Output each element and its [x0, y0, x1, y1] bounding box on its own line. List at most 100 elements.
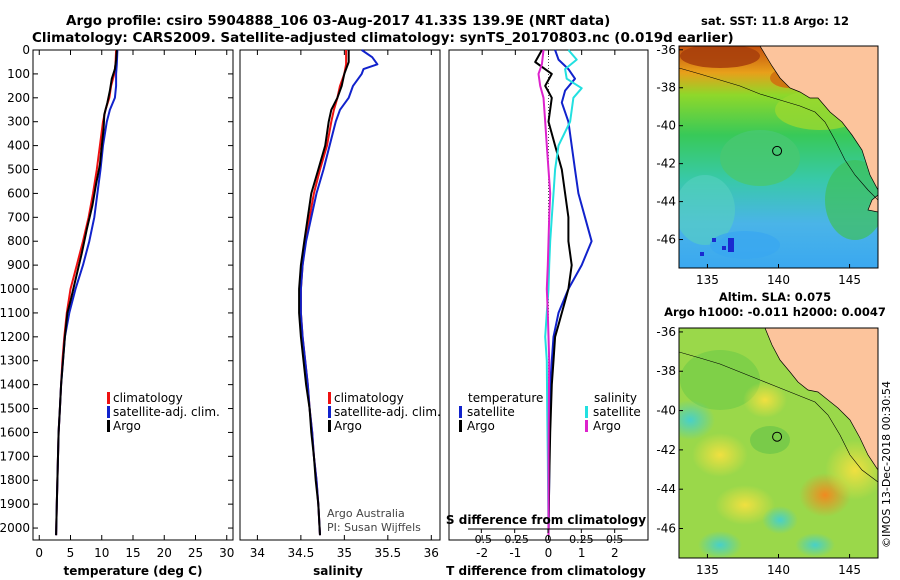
map-x-tick-label: 145: [838, 563, 861, 577]
temperature-xlabel: temperature (deg C): [64, 564, 203, 578]
legend-label-t-satellite: satellite: [467, 405, 515, 419]
map-y-tick-label: -40: [656, 404, 676, 418]
salinity-x-axis: 34 34.5 35 35.5 36: [250, 50, 439, 560]
x-tick-label: -2: [476, 546, 488, 560]
t-difference-label: T difference from climatology: [446, 564, 646, 578]
y-tick-label: 1700: [0, 449, 30, 463]
difference-panel: -2 -1 0 1 2 temperature satellite Argo salin…: [446, 49, 649, 578]
difference-x-axis: -2 -1 0 1 2: [476, 50, 619, 560]
data-gap-pixels: [712, 238, 716, 242]
x-tick-label: 25: [188, 546, 203, 560]
x-tick-label: 20: [157, 546, 172, 560]
shelf-contour: [679, 351, 878, 483]
y-tick-label: 600: [7, 186, 30, 200]
y-tick-label: 400: [7, 139, 30, 153]
sst-map-panel: sat. SST: 11.8 Argo: 12 135 140 145 -36 -38 -…: [656, 14, 879, 287]
legend-swatch-satellite: [328, 406, 331, 418]
x-tick-label: 15: [125, 546, 140, 560]
x-tick-label: 34: [250, 546, 265, 560]
y-tick-label: 1800: [0, 473, 30, 487]
y-tick-label: 100: [7, 67, 30, 81]
map-x-tick-label: 145: [838, 273, 861, 287]
map-x-tick-label: 140: [767, 273, 790, 287]
legend-swatch-s-satellite: [585, 406, 588, 418]
map-y-tick-label: -36: [656, 325, 676, 339]
y-tick-label: 800: [7, 234, 30, 248]
y-tick-label: 1900: [0, 497, 30, 511]
s-tick-label: 0.25: [569, 533, 594, 546]
x-tick-label: 5: [67, 546, 75, 560]
legend-label-s-argo: Argo: [593, 419, 621, 433]
imos-timestamp: ©IMOS 13-Dec-2018 00:30:54: [880, 381, 893, 548]
tasmania-coast: [867, 194, 878, 213]
legend-swatch-argo: [107, 420, 110, 432]
sst-map-axes: 135 140 145 -36 -38 -40 -42 -44 -46: [656, 43, 861, 287]
map-y-tick-label: -46: [656, 522, 676, 536]
salinity-difference-axis: -0.5 -0.25 0 0.25 0.5: [468, 528, 628, 546]
legend-swatch-s-argo: [585, 420, 588, 432]
y-tick-label: 200: [7, 91, 30, 105]
y-tick-label: 1200: [0, 330, 30, 344]
credit-line-1: Argo Australia: [327, 507, 405, 520]
map-x-tick-label: 135: [696, 273, 719, 287]
x-tick-label: -1: [509, 546, 521, 560]
sla-map-title-2: Argo h1000: -0.011 h2000: 0.0047: [664, 305, 886, 319]
salinity-series: [298, 49, 379, 536]
float-location-marker: [772, 145, 783, 156]
temperature-legend: climatology satellite-adj. clim. Argo: [107, 391, 220, 433]
legend-title-temperature: temperature: [468, 391, 543, 405]
map-y-tick-label: -44: [656, 482, 676, 496]
x-tick-label: 34.5: [288, 546, 315, 560]
legend-swatch-argo: [328, 420, 331, 432]
salinity-legend: climatology satellite-adj. clim. Argo: [328, 391, 441, 433]
x-tick-label: 2: [611, 546, 619, 560]
y-tick-label: 500: [7, 163, 30, 177]
legend-label-argo: Argo: [113, 419, 141, 433]
temperature-x-axis: 0 5 10 15 20 25 30: [35, 50, 234, 560]
series-line: [298, 50, 350, 536]
y-tick-label: 1300: [0, 354, 30, 368]
legend-label-argo: Argo: [334, 419, 362, 433]
map-x-tick-label: 140: [767, 563, 790, 577]
legend-label-climatology: climatology: [334, 391, 404, 405]
legend-label-t-argo: Argo: [467, 419, 495, 433]
s-tick-label: -0.5: [471, 533, 492, 546]
shelf-contour: [679, 67, 878, 201]
y-tick-label: 2000: [0, 521, 30, 535]
series-line: [544, 49, 583, 536]
depth-axis: 0 100 200 300 400 500 600 700 800 900 1000 1100 1200…: [0, 43, 233, 535]
legend-label-satellite: satellite-adj. clim.: [113, 405, 220, 419]
map-x-tick-label: 135: [696, 563, 719, 577]
x-tick-label: 10: [94, 546, 109, 560]
x-tick-label: 36: [424, 546, 439, 560]
australia-land: [759, 46, 878, 191]
s-difference-label: S difference from climatology: [446, 513, 646, 527]
temperature-panel: 0100200300400500600700800900100011001200…: [0, 43, 234, 578]
salinity-xlabel: salinity: [313, 564, 363, 578]
salinity-panel: 34 34.5 35 35.5 36 salinity climatology sate…: [239, 49, 441, 578]
x-tick-label: 35.5: [374, 546, 401, 560]
s-tick-label: -0.25: [500, 533, 528, 546]
data-gap-pixels: [700, 252, 704, 256]
map-y-tick-label: -42: [656, 443, 676, 457]
series-line: [534, 49, 573, 536]
map-y-tick-label: -38: [656, 364, 676, 378]
map-y-tick-label: -44: [656, 195, 676, 209]
salinity-frame: [239, 49, 441, 541]
map-y-tick-label: -36: [656, 43, 676, 57]
header-line-1: Argo profile: csiro 5904888_106 03-Aug-2…: [66, 13, 610, 29]
y-tick-label: 1400: [0, 378, 30, 392]
sst-map-field: [679, 46, 878, 268]
sla-map-panel: Altim. SLA: 0.075 Argo h1000: -0.011 h20…: [656, 290, 886, 577]
y-tick-label: 0: [22, 43, 30, 57]
sst-map-title: sat. SST: 11.8 Argo: 12: [701, 14, 849, 28]
sla-map-field: [679, 328, 878, 558]
difference-temperature-legend: temperature satellite Argo: [459, 391, 543, 433]
x-tick-label: 0: [545, 546, 553, 560]
legend-swatch-t-argo: [459, 420, 462, 432]
header-line-2: Climatology: CARS2009. Satellite-adjuste…: [32, 30, 734, 46]
x-tick-label: 1: [578, 546, 586, 560]
s-tick-label: 0.5: [606, 533, 624, 546]
australia-land: [764, 328, 878, 471]
